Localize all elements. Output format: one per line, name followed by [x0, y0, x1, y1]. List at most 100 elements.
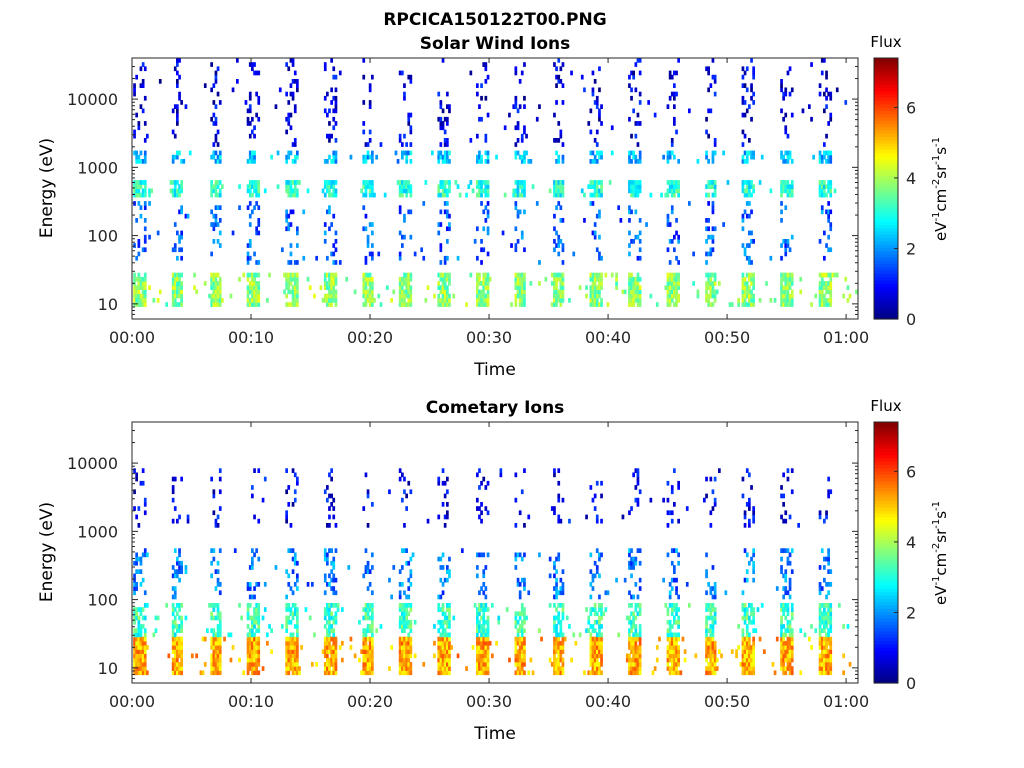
spectrogram-cell — [409, 556, 413, 562]
x-tick-label: 00:20 — [347, 328, 393, 347]
spectrogram-cell — [514, 180, 518, 185]
spectrogram-cell — [398, 255, 402, 261]
spectrogram-cell — [765, 281, 768, 286]
spectrogram-cell — [338, 260, 342, 265]
spectrogram-cell — [825, 243, 828, 248]
spectrogram-cell — [628, 302, 631, 307]
spectrogram-cell — [825, 556, 828, 562]
spectrogram-cell — [788, 285, 792, 290]
spectrogram-cell — [358, 619, 361, 625]
spectrogram-cell — [559, 272, 563, 278]
spectrogram-cell — [559, 640, 563, 646]
spectrogram-cell — [141, 662, 145, 667]
spectrogram-cell — [587, 670, 591, 676]
spectrogram-cell — [790, 628, 794, 633]
spectrogram-cell — [598, 281, 601, 286]
spectrogram-cell — [636, 184, 640, 189]
spectrogram-cell — [634, 293, 638, 299]
spectrogram-cell — [407, 285, 411, 290]
spectrogram-cell — [141, 281, 145, 286]
spectrogram-cell — [248, 133, 252, 139]
spectrogram-cell — [141, 670, 145, 676]
colorbar-segment — [874, 133, 898, 137]
spectrogram-cell — [786, 184, 790, 189]
spectrogram-cell — [666, 222, 670, 227]
spectrogram-cell — [330, 670, 333, 676]
spectrogram-cell — [782, 645, 785, 650]
spectrogram-cell — [212, 298, 216, 303]
spectrogram-cell — [638, 653, 642, 659]
spectrogram-cell — [591, 192, 595, 198]
spectrogram-cell — [287, 112, 291, 118]
spectrogram-cell — [709, 180, 713, 185]
spectrogram-cell — [364, 285, 368, 290]
spectrogram-cell — [403, 289, 406, 295]
spectrogram-cell — [677, 636, 680, 642]
spectrogram-cell — [568, 518, 571, 524]
spectrogram-cell — [443, 159, 447, 164]
spectrogram-cell — [711, 234, 715, 240]
spectrogram-cell — [748, 653, 751, 659]
spectrogram-cell — [285, 657, 288, 663]
spectrogram-cell — [486, 628, 490, 633]
spectrogram-cell — [251, 628, 254, 633]
spectrogram-cell — [782, 662, 785, 667]
spectrogram-cell — [323, 108, 327, 114]
spectrogram-cell — [439, 577, 443, 583]
spectrogram-cell — [666, 281, 670, 286]
spectrogram-cell — [486, 624, 490, 629]
spectrogram-cell — [591, 201, 595, 206]
spectrogram-cell — [364, 632, 368, 638]
colorbar-segment — [874, 276, 898, 281]
spectrogram-cell — [670, 636, 674, 642]
spectrogram-cell — [591, 302, 595, 307]
spectrogram-cell — [216, 514, 220, 520]
spectrogram-cell — [711, 74, 715, 80]
spectrogram-cell — [137, 188, 141, 194]
spectrogram-cell — [705, 657, 708, 663]
spectrogram-cell — [216, 272, 220, 278]
spectrogram-cell — [593, 573, 597, 579]
spectrogram-cell — [600, 493, 603, 499]
spectrogram-cell — [825, 74, 828, 80]
spectrogram-cell — [484, 184, 488, 189]
spectrogram-cell — [782, 159, 785, 164]
spectrogram-cell — [743, 662, 747, 667]
spectrogram-cell — [328, 192, 331, 198]
spectrogram-cell — [810, 116, 813, 122]
spectrogram-cell — [561, 632, 565, 638]
spectrogram-cell — [413, 619, 417, 625]
spectrogram-cell — [782, 624, 785, 629]
spectrogram-cell — [323, 489, 327, 495]
spectrogram-cell — [741, 74, 745, 80]
spectrogram-cell — [403, 666, 406, 671]
spectrogram-cell — [632, 594, 635, 600]
spectrogram-cell — [173, 154, 177, 160]
spectrogram-cell — [790, 653, 794, 659]
spectrogram-cell — [636, 180, 640, 185]
spectrogram-cell — [133, 285, 136, 290]
spectrogram-cell — [482, 582, 486, 587]
spectrogram-cell — [218, 243, 222, 248]
spectrogram-cell — [332, 506, 336, 511]
spectrogram-cell — [137, 645, 141, 650]
spectrogram-cell — [748, 649, 751, 654]
spectrogram-cell — [176, 640, 179, 646]
spectrogram-cell — [231, 87, 235, 93]
spectrogram-cell — [829, 222, 833, 227]
spectrogram-cell — [332, 657, 336, 663]
spectrogram-cell — [253, 619, 256, 625]
spectrogram-cell — [133, 184, 136, 189]
spectrogram-cell — [595, 569, 599, 574]
spectrogram-cell — [141, 159, 145, 164]
spectrogram-cell — [790, 615, 794, 621]
spectrogram-cell — [741, 159, 745, 164]
spectrogram-cell — [670, 560, 674, 566]
spectrogram-cell — [561, 615, 565, 621]
spectrogram-cell — [786, 636, 790, 642]
spectrogram-cell — [330, 649, 333, 654]
spectrogram-cell — [638, 121, 642, 126]
spectrogram-cell — [441, 468, 445, 473]
spectrogram-cell — [760, 603, 764, 608]
spectrogram-cell — [218, 276, 222, 282]
